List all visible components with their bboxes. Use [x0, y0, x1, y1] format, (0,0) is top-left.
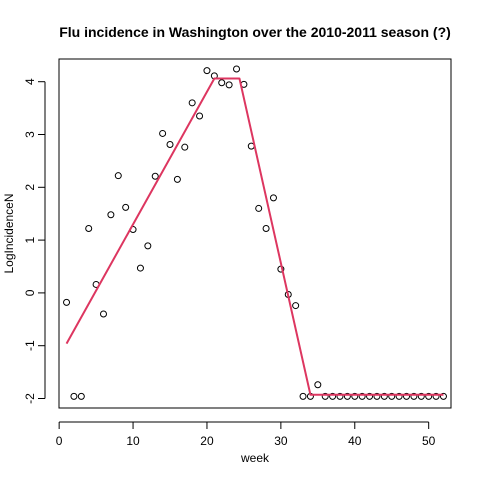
y-tick-label: -2 [23, 393, 37, 404]
data-point [329, 392, 337, 400]
data-point [196, 112, 204, 120]
y-tick-label: 1 [23, 236, 37, 243]
y-axis-label: LogIncidenceN [2, 193, 16, 273]
data-point [159, 129, 167, 137]
y-tick-label: -1 [23, 340, 37, 351]
data-point [395, 392, 403, 400]
x-tick-label: 10 [126, 434, 140, 448]
data-point [255, 204, 263, 212]
y-tick-label: 4 [23, 78, 37, 85]
data-point [343, 392, 351, 400]
data-point [114, 172, 122, 180]
data-point [122, 203, 130, 211]
x-tick-label: 0 [56, 434, 63, 448]
data-point [432, 392, 440, 400]
data-point [225, 81, 233, 89]
data-point [388, 392, 396, 400]
data-point [173, 175, 181, 183]
data-point [358, 392, 366, 400]
y-tick-label: 2 [23, 184, 37, 191]
y-tick-label: 0 [23, 289, 37, 296]
x-axis: 0 10 20 30 40 50 [56, 421, 436, 448]
data-point [99, 310, 107, 318]
data-point [425, 392, 433, 400]
data-point [380, 392, 388, 400]
data-point [373, 392, 381, 400]
plot-frame [58, 58, 452, 409]
data-point [351, 392, 359, 400]
fit-line [65, 77, 444, 396]
chart-title: Flu incidence in Washington over the 201… [59, 24, 451, 40]
data-point [181, 143, 189, 151]
data-point [77, 392, 85, 400]
data-point [417, 392, 425, 400]
data-point [439, 392, 447, 400]
data-point [63, 298, 71, 306]
data-point [314, 381, 322, 389]
data-point [292, 302, 300, 310]
data-point [262, 224, 270, 232]
data-point [136, 264, 144, 272]
y-axis: -2 -1 0 1 2 3 4 [23, 78, 46, 404]
data-point [269, 194, 277, 202]
data-point [233, 65, 241, 73]
x-axis-label: week [240, 451, 270, 465]
data-points [63, 65, 447, 400]
x-tick-label: 40 [348, 434, 362, 448]
data-point [188, 99, 196, 107]
data-point [203, 67, 211, 75]
data-point [336, 392, 344, 400]
data-point [151, 172, 159, 180]
x-tick-label: 20 [200, 434, 214, 448]
data-point [166, 141, 174, 149]
y-tick-label: 3 [23, 131, 37, 138]
data-point [410, 392, 418, 400]
data-point [321, 392, 329, 400]
data-point [107, 211, 115, 219]
data-point [218, 79, 226, 87]
data-point [366, 392, 374, 400]
x-tick-label: 30 [274, 434, 288, 448]
data-point [403, 392, 411, 400]
x-tick-label: 50 [422, 434, 436, 448]
data-point [70, 392, 78, 400]
data-point [144, 242, 152, 250]
data-point [85, 224, 93, 232]
fit-line-layer [65, 77, 444, 396]
data-point [299, 392, 307, 400]
